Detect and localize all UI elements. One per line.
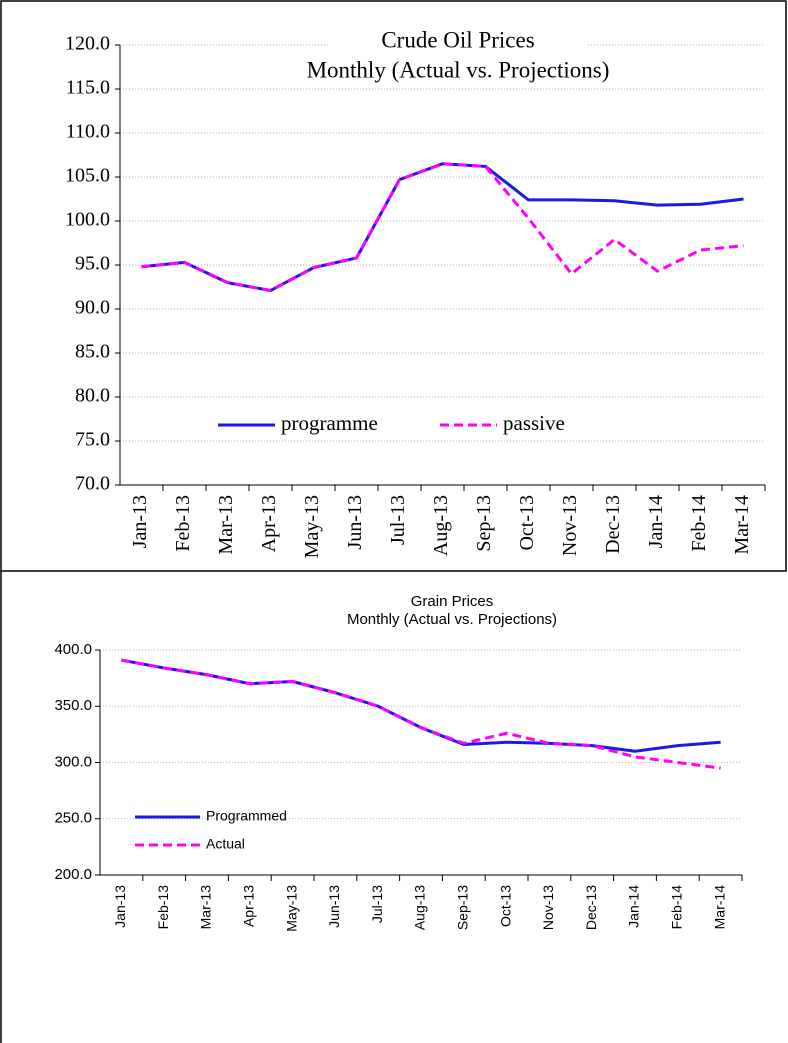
x-tick-label: Dec-13 xyxy=(583,885,599,930)
x-tick-label: Feb-14 xyxy=(669,885,685,930)
x-tick-label: Jun-13 xyxy=(326,885,342,928)
y-tick-label: 200.0 xyxy=(54,866,92,883)
y-tick-label: 100.0 xyxy=(65,209,110,231)
series-line xyxy=(121,658,721,753)
title-background xyxy=(328,25,588,85)
x-tick-label: Jan-14 xyxy=(645,495,667,548)
x-tick-label: May-13 xyxy=(301,495,323,558)
legend-label: programme xyxy=(281,411,378,435)
x-tick-label: Feb-14 xyxy=(688,495,710,552)
x-tick-label: Dec-13 xyxy=(602,495,624,554)
x-tick-label: Nov-13 xyxy=(540,885,556,930)
x-tick-label: Aug-13 xyxy=(412,885,428,930)
legend-label: Programmed xyxy=(206,808,287,824)
x-tick-label: Sep-13 xyxy=(473,495,495,552)
y-tick-label: 75.0 xyxy=(75,429,110,451)
legend-label: Actual xyxy=(206,836,245,852)
chart: 200.0 250.0 300.0 350.0 400.0 Grain PricesMon… xyxy=(54,593,743,932)
x-tick-label: Apr-13 xyxy=(258,495,280,552)
x-tick-label: Jan-13 xyxy=(129,495,151,548)
x-tick-label: Jul-13 xyxy=(387,495,409,545)
x-tick-label: Feb-13 xyxy=(172,495,194,552)
x-tick-label: Mar-14 xyxy=(711,885,727,930)
x-tick-label: Jan-14 xyxy=(626,885,642,928)
y-tick-label: 350.0 xyxy=(54,697,92,714)
x-tick-label: Oct-13 xyxy=(497,885,513,927)
y-tick-label: 70.0 xyxy=(75,473,110,495)
series-line xyxy=(141,162,744,293)
y-tick-label: 120.0 xyxy=(65,33,110,55)
y-tick-label: 110.0 xyxy=(66,121,110,143)
x-tick-label: Mar-14 xyxy=(731,495,753,555)
series-line xyxy=(141,162,744,293)
chart-title: Grain Prices xyxy=(411,593,494,610)
x-tick-label: Jun-13 xyxy=(344,495,366,549)
x-tick-label: Jan-13 xyxy=(112,885,128,928)
y-tick-label: 400.0 xyxy=(54,641,92,658)
x-tick-label: Feb-13 xyxy=(155,885,171,930)
y-tick-label: 95.0 xyxy=(75,253,110,275)
x-tick-label: Sep-13 xyxy=(455,885,471,930)
chart: 70.0 75.0 80.0 85.0 90.0 95.0 100.0 105.0 110.0 1… xyxy=(65,25,766,558)
series-line xyxy=(121,658,721,770)
chart-subtitle: Monthly (Actual vs. Projections) xyxy=(347,611,557,628)
y-tick-label: 250.0 xyxy=(54,810,92,827)
x-tick-label: Aug-13 xyxy=(430,495,452,556)
x-tick-label: Mar-13 xyxy=(198,885,214,930)
x-tick-label: Jul-13 xyxy=(369,885,385,923)
x-tick-label: Apr-13 xyxy=(241,885,257,927)
x-tick-label: Mar-13 xyxy=(215,495,237,555)
y-tick-label: 90.0 xyxy=(75,297,110,319)
x-tick-label: May-13 xyxy=(283,885,299,932)
chart-frame xyxy=(0,0,787,572)
y-tick-label: 85.0 xyxy=(75,341,110,363)
x-tick-label: Nov-13 xyxy=(559,495,581,556)
chart-subtitle: Monthly (Actual vs. Projections) xyxy=(307,57,610,82)
x-tick-label: Oct-13 xyxy=(516,495,538,551)
y-tick-label: 115.0 xyxy=(66,77,110,99)
y-tick-label: 105.0 xyxy=(65,165,110,187)
legend-label: passive xyxy=(503,411,565,435)
y-tick-label: 80.0 xyxy=(75,385,110,407)
chart-title: Crude Oil Prices xyxy=(381,27,534,52)
y-tick-label: 300.0 xyxy=(54,753,92,770)
